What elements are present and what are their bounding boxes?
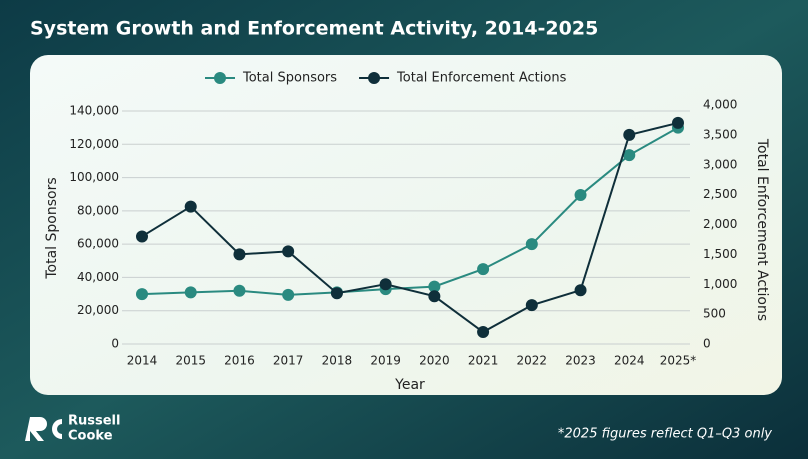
y2-tick-label: 500 <box>703 307 726 321</box>
x-tick-label: 2014 <box>127 354 158 368</box>
legend-marker <box>214 72 226 84</box>
x-tick-label: 2023 <box>565 354 596 368</box>
y2-axis-label: Total Enforcement Actions <box>754 138 770 321</box>
data-point <box>282 288 295 301</box>
legend-marker <box>368 72 381 84</box>
data-point <box>233 248 246 261</box>
series-line <box>141 126 679 296</box>
chart-title: System Growth and Enforcement Activity, … <box>30 18 598 40</box>
data-point <box>136 230 148 243</box>
y2-tick-label: 2,000 <box>703 217 737 231</box>
y2-tick-label: 1,000 <box>703 277 737 291</box>
data-point <box>574 284 587 297</box>
data-point <box>282 245 295 258</box>
y-tick-label: 100,000 <box>69 170 119 184</box>
y-axis-label: Total Sponsors <box>44 177 60 279</box>
data-point <box>233 284 246 297</box>
series-line <box>141 121 679 334</box>
data-point <box>330 287 343 300</box>
data-point <box>184 286 197 299</box>
x-tick-label: 2022 <box>517 354 548 368</box>
data-point <box>525 299 538 312</box>
footnote: *2025 figures reflect Q1–Q3 only <box>558 427 772 442</box>
y2-tick-label: 4,000 <box>703 98 737 112</box>
legend-label: Total Sponsors <box>242 71 337 86</box>
data-point <box>428 290 441 303</box>
data-point <box>525 238 538 251</box>
y-tick-label: 0 <box>111 337 119 351</box>
y2-tick-label: 2,500 <box>703 187 737 201</box>
x-tick-label: 2015 <box>175 354 206 368</box>
x-tick-label: 2019 <box>370 354 401 368</box>
y-tick-label: 20,000 <box>77 303 119 317</box>
y2-tick-label: 1,500 <box>703 247 737 261</box>
x-tick-label: 2025* <box>660 354 697 368</box>
data-point <box>623 128 636 141</box>
logo-mark <box>52 419 62 439</box>
x-tick-label: 2018 <box>322 354 353 368</box>
data-point <box>623 149 636 162</box>
brand-name: Russell <box>68 414 120 429</box>
x-tick-label: 2020 <box>419 354 450 368</box>
data-point <box>477 326 490 339</box>
x-tick-label: 2017 <box>273 354 304 368</box>
data-point <box>379 278 392 291</box>
y-tick-label: 40,000 <box>77 270 119 284</box>
brand-name: Cooke <box>68 429 113 444</box>
data-point <box>428 280 441 293</box>
data-point <box>136 288 148 301</box>
y-tick-label: 140,000 <box>69 104 119 118</box>
logo-mark <box>25 417 47 441</box>
x-tick-label: 2024 <box>614 354 645 368</box>
y-tick-label: 80,000 <box>77 203 119 217</box>
y-tick-label: 60,000 <box>77 237 119 251</box>
y2-tick-label: 3,500 <box>703 127 737 141</box>
data-point <box>672 116 684 129</box>
data-point <box>574 189 587 202</box>
y2-tick-label: 0 <box>703 337 711 351</box>
legend-label: Total Enforcement Actions <box>396 71 567 86</box>
y2-tick-label: 3,000 <box>703 157 737 171</box>
x-axis-label: Year <box>394 377 425 393</box>
data-point <box>477 263 490 276</box>
logo: Russell Cooke <box>25 414 120 444</box>
x-tick-label: 2016 <box>224 354 255 368</box>
y-tick-label: 120,000 <box>69 137 119 151</box>
chart-panel <box>30 55 782 395</box>
x-tick-label: 2021 <box>468 354 499 368</box>
data-point <box>184 200 197 213</box>
